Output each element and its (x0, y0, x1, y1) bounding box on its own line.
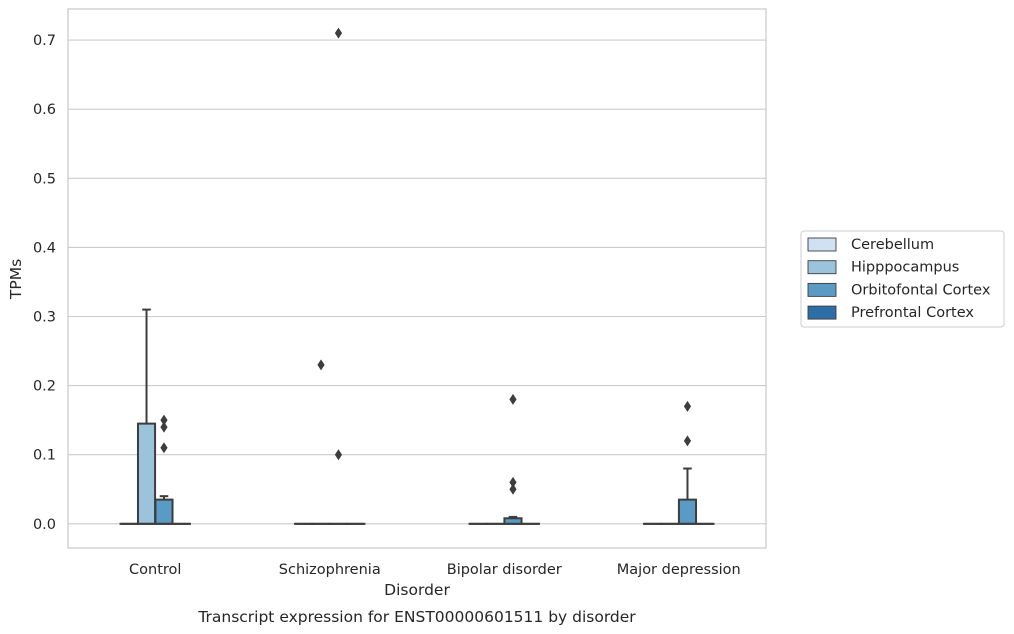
box-1-1 (311, 359, 331, 525)
legend-frame (800, 230, 1005, 328)
outlier-point (509, 393, 517, 405)
box-body (136, 422, 157, 525)
outlier-point (160, 414, 168, 426)
legend-item: Prefrontal Cortex (807, 305, 974, 321)
box-body (677, 498, 698, 525)
legend-item: Hipppocampus (807, 260, 959, 276)
box-body (154, 498, 174, 525)
outlier-point (317, 359, 325, 371)
box-1-2 (328, 27, 349, 525)
box-2-2 (503, 393, 523, 525)
y-tick-label: 0.5 (33, 171, 56, 187)
box-0-1 (136, 308, 157, 525)
outlier-point (683, 400, 692, 412)
legend-label: Orbitofontal Cortex (851, 282, 991, 298)
y-tick-label: 0.7 (33, 33, 56, 49)
x-tick-label: Schizophrenia (279, 562, 381, 578)
plot-area-frame (67, 8, 767, 549)
outlier-point (509, 476, 517, 488)
legend-items: Cerebellum Hipppocampus Orbitofontal Corte… (807, 237, 991, 321)
legend: Cerebellum Hipppocampus Orbitofontal Corte… (800, 230, 1005, 328)
outlier-point (509, 483, 517, 495)
box-3-2 (677, 400, 698, 525)
y-tick-label: 0.6 (33, 102, 56, 118)
outlier-point (334, 27, 343, 39)
x-axis-ticks: Control Schizophrenia Bipolar disorder Majo… (129, 562, 741, 578)
x-axis-label: Disorder (384, 581, 450, 599)
y-axis-ticks: 0.0 0.1 0.2 0.3 0.4 0.5 0.6 0.7 (33, 33, 56, 533)
legend-item: Cerebellum (807, 237, 934, 253)
legend-label: Prefrontal Cortex (851, 305, 974, 321)
outlier-point (683, 435, 692, 447)
y-tick-label: 0.3 (33, 310, 56, 326)
legend-swatch (807, 237, 837, 252)
y-tick-label: 0.4 (33, 240, 56, 256)
box-layer (119, 27, 715, 525)
y-tick-label: 0.0 (33, 517, 56, 533)
x-tick-label: Major depression (617, 562, 741, 578)
x-tick-label: Control (129, 562, 181, 578)
outlier-point (160, 442, 168, 454)
chart-caption: Transcript expression for ENST0000060151… (197, 608, 636, 626)
y-tick-label: 0.1 (33, 448, 56, 464)
y-tick-label: 0.2 (33, 379, 56, 395)
legend-label: Hipppocampus (851, 260, 959, 276)
box-0-2 (154, 414, 174, 525)
legend-swatch (807, 305, 837, 320)
x-tick-label: Bipolar disorder (447, 562, 562, 578)
grid-lines (68, 39, 766, 525)
outlier-point (160, 421, 168, 433)
legend-swatch (807, 260, 837, 275)
legend-swatch (807, 282, 837, 297)
y-axis-label: TPMs (7, 259, 25, 300)
outlier-point (334, 449, 343, 461)
legend-label: Cerebellum (851, 237, 934, 253)
legend-item: Orbitofontal Cortex (807, 282, 991, 298)
